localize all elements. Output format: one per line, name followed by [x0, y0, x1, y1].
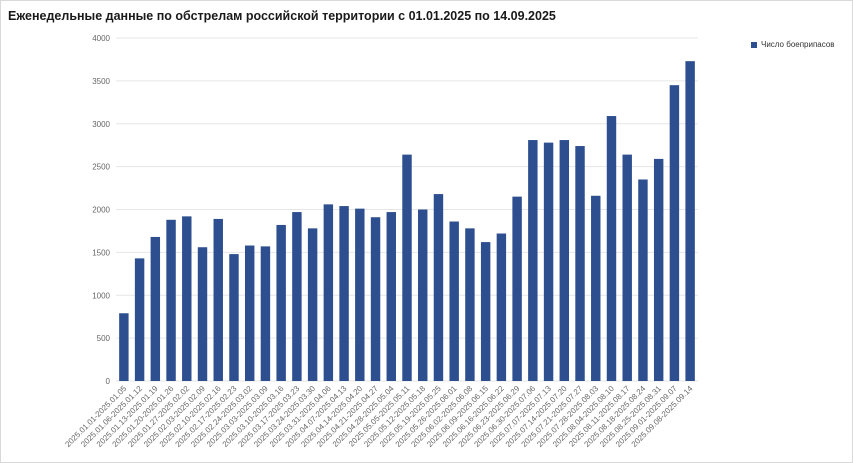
bar [355, 208, 365, 381]
bar [559, 140, 570, 381]
bar [213, 218, 223, 381]
bar [480, 242, 491, 381]
bar [496, 233, 507, 381]
y-tick-label: 4000 [92, 34, 110, 43]
legend-swatch [751, 41, 757, 48]
bars [119, 61, 695, 382]
bar [182, 216, 192, 381]
y-tick-label: 1000 [92, 291, 110, 300]
bar [260, 246, 271, 381]
bar [591, 195, 601, 381]
bar [339, 206, 349, 381]
bar [528, 140, 538, 381]
y-tick-label: 500 [97, 334, 111, 343]
bar [543, 142, 554, 381]
bar [386, 212, 396, 381]
bar [134, 258, 145, 381]
y-tick-label: 3000 [92, 120, 110, 129]
bar [370, 217, 381, 381]
bar [465, 228, 475, 381]
bar [685, 61, 695, 382]
bar [150, 236, 161, 381]
bar [622, 154, 632, 381]
bar [575, 146, 585, 381]
bar [197, 247, 208, 381]
bar [433, 194, 444, 381]
y-axis-ticks: 0 500 1000 1500 2000 2500 3000 3500 4000 [92, 34, 110, 386]
legend: Число боеприпасов [751, 40, 835, 49]
x-axis-ticks: 2025.01.01-2025.01.052025.01.06-2025.01.… [63, 384, 695, 449]
bar [276, 224, 286, 381]
y-tick-label: 2500 [92, 163, 110, 172]
bar [292, 212, 302, 381]
bar [402, 154, 412, 381]
bar [669, 85, 680, 381]
bar [323, 204, 334, 381]
bar [229, 254, 239, 381]
y-tick-label: 1500 [92, 248, 110, 257]
bar [512, 196, 522, 381]
bar [606, 116, 617, 381]
bar [244, 245, 255, 381]
bar [638, 179, 648, 381]
bar [418, 209, 428, 381]
bar [449, 221, 459, 381]
y-tick-label: 0 [106, 377, 111, 386]
bar [119, 313, 129, 381]
bar [166, 219, 176, 381]
y-tick-label: 2000 [92, 206, 110, 215]
bar [307, 228, 318, 381]
chart-title: Еженедельные данные по обстрелам российс… [8, 9, 556, 23]
legend-label: Число боеприпасов [761, 40, 835, 49]
bar [653, 158, 664, 381]
y-tick-label: 3500 [92, 77, 110, 86]
